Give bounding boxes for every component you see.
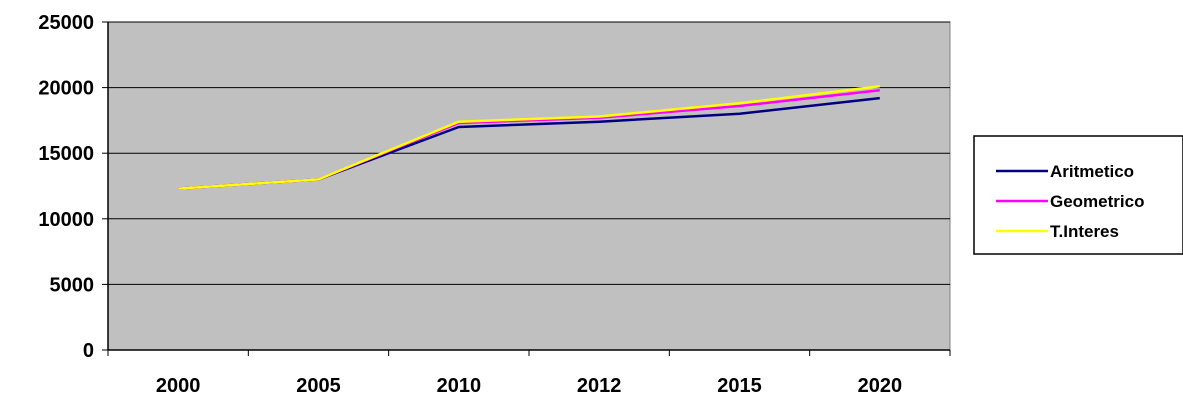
series-line-t-interes xyxy=(178,85,880,190)
x-tick-label: 2010 xyxy=(437,375,482,397)
plot-area xyxy=(107,21,951,351)
y-tick-label: 10000 xyxy=(38,209,94,231)
legend-label: T.Interes xyxy=(1050,222,1119,241)
legend: Aritmetico Geometrico T.Interes xyxy=(973,135,1183,255)
legend-box xyxy=(973,135,1183,255)
x-tick-label: 2020 xyxy=(858,375,903,397)
x-tick-label: 2000 xyxy=(156,375,201,397)
series-lines xyxy=(178,85,880,190)
y-tick-label: 5000 xyxy=(50,274,95,296)
legend-label: Aritmetico xyxy=(1050,162,1134,181)
y-tick-label: 25000 xyxy=(38,12,94,34)
legend-label: Geometrico xyxy=(1050,192,1144,211)
gridlines xyxy=(108,21,950,285)
y-tick-label: 20000 xyxy=(38,78,94,100)
y-tick-label: 0 xyxy=(83,340,94,362)
x-tick-label: 2005 xyxy=(296,375,341,397)
x-tick-label: 2012 xyxy=(577,375,622,397)
y-tick-label: 15000 xyxy=(38,143,94,165)
axes: 0 5000 10000 15000 20000 25000 2000 2005 2010 201… xyxy=(38,12,951,397)
x-tick-label: 2015 xyxy=(717,375,762,397)
